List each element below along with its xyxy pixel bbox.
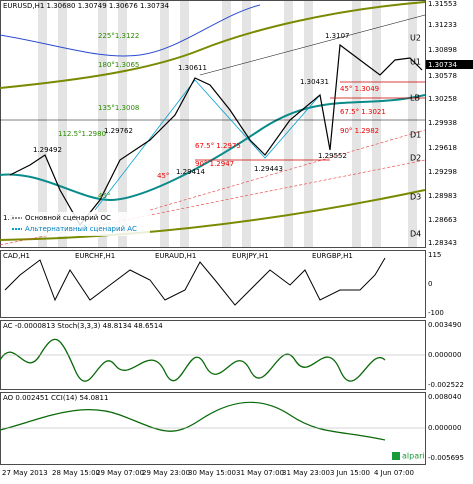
price-label: 1.29298 [428, 168, 457, 176]
axis-label: -0.002522 [428, 381, 464, 389]
date-label: 27 May 2013 [2, 469, 48, 477]
logo: alpari [402, 452, 425, 461]
annotation: 1.30431 [300, 78, 329, 86]
panel-title: EURGBP,H1 [312, 252, 353, 260]
legend-entry: Альтернативный сценарий АС [25, 225, 137, 233]
annotation: 45° [157, 172, 169, 180]
panel-title: EURAUD,H1 [155, 252, 196, 260]
date-label: 29 May 23:00 [142, 469, 190, 477]
price-label: 1.31233 [428, 21, 457, 29]
annotation: 225°1.3122 [98, 32, 139, 40]
level-label: U2 [410, 34, 421, 43]
axis-label: 0.008040 [428, 393, 461, 401]
axis-label: 115 [428, 251, 441, 259]
level-label: D2 [410, 154, 421, 163]
annotation: 45° 1.3049 [340, 85, 379, 93]
price-label: 1.30578 [428, 72, 457, 80]
oscillator-lines [0, 338, 425, 441]
annotation: 67.5° 1.3021 [340, 108, 386, 116]
date-label: 30 May 15:00 [188, 469, 236, 477]
price-label: 1.31553 [428, 0, 457, 8]
annotation: 67.5° 1.2975 [195, 142, 241, 150]
level-label: D4 [410, 230, 421, 239]
panel-title: AC -0.0000813 Stoch(3,3,3) 48.8134 48.65… [3, 322, 163, 330]
axis-label: 0 [428, 280, 432, 288]
level-label: LB [410, 94, 420, 103]
price-label: 1.29618 [428, 144, 457, 152]
annotation: 1.2 [3, 214, 14, 222]
date-label: 28 May 15:00 [52, 469, 100, 477]
annotation: 1.29492 [33, 146, 62, 154]
panel-title: AO 0.002451 CCI(14) 54.0811 [3, 394, 108, 402]
annotation: 1.3107 [325, 32, 350, 40]
panel-title: CAD,H1 [3, 252, 30, 260]
price-label: 1.30898 [428, 46, 457, 54]
annotation: 112.5°1.2980 [58, 130, 106, 138]
price-label: 1.28663 [428, 216, 457, 224]
date-label: 31 May 23:00 [282, 469, 330, 477]
date-label: 31 May 07:00 [236, 469, 284, 477]
price-label: 1.29938 [428, 119, 457, 127]
annotation: 135°1.3008 [98, 104, 139, 112]
annotation: 1.30611 [178, 64, 207, 72]
date-label: 29 May 07:00 [96, 469, 144, 477]
annotation: 1.29414 [176, 168, 205, 176]
current-price-box [426, 60, 473, 69]
level-label: D3 [410, 193, 421, 202]
price-label: 1.28343 [428, 239, 457, 247]
legend-box [10, 212, 150, 236]
panel-title: EURCHF,H1 [75, 252, 115, 260]
level-label: D1 [410, 131, 421, 140]
price-label: 1.30258 [428, 95, 457, 103]
axis-label: 0.000000 [428, 351, 461, 359]
logo-icon [392, 452, 400, 460]
panel-frames [0, 0, 426, 465]
annotation: 1.29762 [104, 127, 133, 135]
level-label: U1 [410, 58, 421, 67]
panel-title: EURJPY,H1 [232, 252, 269, 260]
axis-label: 0.003490 [428, 321, 461, 329]
axis-label: 0.000000 [428, 424, 461, 432]
current-price: 1.30734 [428, 61, 457, 69]
annotation: 90° 1.2947 [195, 160, 234, 168]
annotation: 1.29552 [318, 152, 347, 160]
axis-label: -100 [428, 309, 444, 317]
chart-title: EURUSD,H1 1.30680 1.30749 1.30676 1.3073… [3, 2, 170, 10]
session-bands [38, 1, 417, 247]
annotation: 180°1.3065 [98, 61, 139, 69]
annotation: 90° 1.2982 [340, 127, 379, 135]
correlation-bars [4, 257, 386, 306]
annotation: 1.29443 [254, 165, 283, 173]
date-label: 4 Jun 07:00 [374, 469, 414, 477]
date-label: 3 Jun 15:00 [330, 469, 370, 477]
annotation: 45° [98, 192, 110, 200]
legend-entry: Основной сценарий ОС [25, 214, 111, 222]
axis-label: -0.005695 [428, 454, 464, 462]
price-label: 1.28983 [428, 192, 457, 200]
